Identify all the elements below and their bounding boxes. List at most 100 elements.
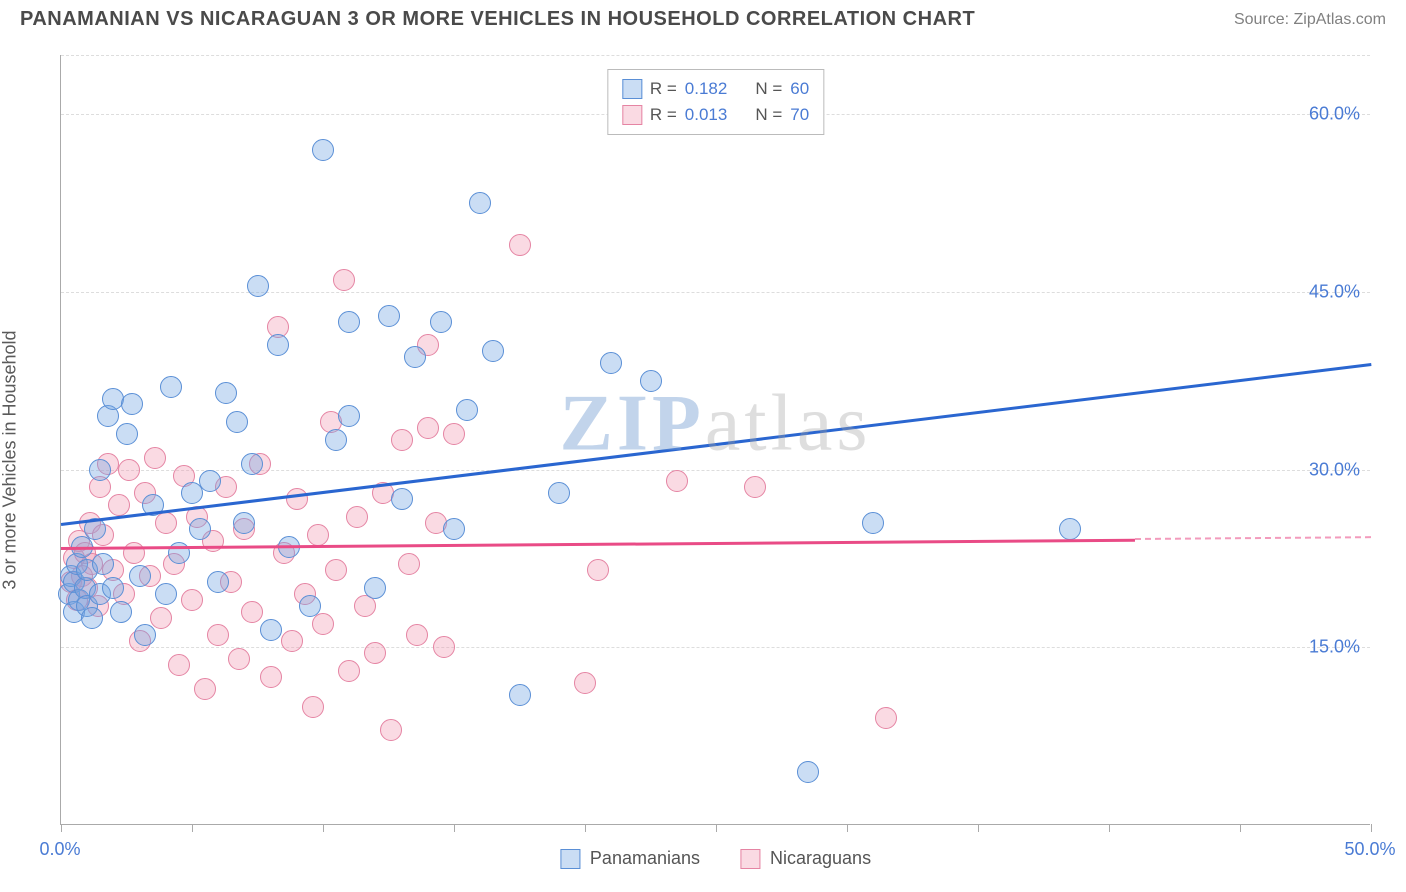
x-tick [585,824,586,832]
x-tick [1240,824,1241,832]
data-point-nicaraguans [155,512,177,534]
data-point-nicaraguans [302,696,324,718]
data-point-panamanians [92,553,114,575]
data-point-panamanians [241,453,263,475]
correlation-legend: R = 0.182 N = 60 R = 0.013 N = 70 [607,69,824,135]
trend-line-panamanians [61,363,1371,525]
data-point-nicaraguans [194,678,216,700]
data-point-panamanians [260,619,282,641]
data-point-nicaraguans [391,429,413,451]
y-tick-label: 45.0% [1309,281,1360,302]
data-point-panamanians [482,340,504,362]
y-axis-label: 3 or more Vehicles in Household [0,330,21,589]
legend-n-value: 60 [790,76,809,102]
legend-row: R = 0.013 N = 70 [622,102,809,128]
data-point-panamanians [134,624,156,646]
gridline [61,647,1370,648]
data-point-panamanians [199,470,221,492]
data-point-panamanians [299,595,321,617]
legend-row: R = 0.182 N = 60 [622,76,809,102]
data-point-panamanians [89,459,111,481]
legend-r-label: R = [650,102,677,128]
data-point-nicaraguans [123,542,145,564]
data-point-panamanians [189,518,211,540]
y-tick-label: 60.0% [1309,104,1360,125]
x-axis-labels: 0.0%50.0% [60,835,1370,865]
legend-r-value: 0.182 [685,76,728,102]
data-point-panamanians [378,305,400,327]
legend-n-label: N = [755,76,782,102]
x-tick [1109,824,1110,832]
data-point-panamanians [233,512,255,534]
legend-n-label: N = [755,102,782,128]
data-point-panamanians [443,518,465,540]
x-tick-label: 0.0% [39,839,80,860]
data-point-panamanians [404,346,426,368]
data-point-nicaraguans [108,494,130,516]
data-point-nicaraguans [338,660,360,682]
data-point-nicaraguans [260,666,282,688]
data-point-panamanians [226,411,248,433]
data-point-panamanians [600,352,622,374]
data-point-nicaraguans [181,589,203,611]
x-tick [716,824,717,832]
data-point-nicaraguans [150,607,172,629]
data-point-nicaraguans [312,613,334,635]
data-point-panamanians [129,565,151,587]
data-point-nicaraguans [433,636,455,658]
source-label: Source: ZipAtlas.com [1234,11,1386,29]
data-point-panamanians [312,139,334,161]
data-point-panamanians [160,376,182,398]
data-point-nicaraguans [281,630,303,652]
data-point-panamanians [102,577,124,599]
x-tick [978,824,979,832]
x-tick [323,824,324,832]
legend-n-value: 70 [790,102,809,128]
data-point-nicaraguans [346,506,368,528]
data-point-nicaraguans [228,648,250,670]
data-point-nicaraguans [406,624,428,646]
data-point-nicaraguans [574,672,596,694]
x-tick [192,824,193,832]
data-point-panamanians [797,761,819,783]
legend-r-label: R = [650,76,677,102]
data-point-nicaraguans [307,524,329,546]
data-point-nicaraguans [666,470,688,492]
data-point-panamanians [509,684,531,706]
data-point-panamanians [207,571,229,593]
plot-area: ZIPatlas R =0.182N =60R =0.013N =70 Pana… [60,55,1370,825]
data-point-panamanians [1059,518,1081,540]
x-tick [61,824,62,832]
chart-container: 3 or more Vehicles in Household ZIPatlas… [20,45,1386,875]
data-point-nicaraguans [286,488,308,510]
legend-r-value: 0.013 [685,102,728,128]
x-tick [847,824,848,832]
data-point-panamanians [116,423,138,445]
data-point-panamanians [338,405,360,427]
data-point-panamanians [391,488,413,510]
data-point-nicaraguans [333,269,355,291]
data-point-panamanians [267,334,289,356]
x-tick [454,824,455,832]
data-point-nicaraguans [875,707,897,729]
data-point-nicaraguans [417,417,439,439]
data-point-panamanians [640,370,662,392]
data-point-panamanians [430,311,452,333]
x-tick [1371,824,1372,832]
data-point-nicaraguans [241,601,263,623]
data-point-nicaraguans [443,423,465,445]
data-point-panamanians [325,429,347,451]
data-point-nicaraguans [144,447,166,469]
data-point-panamanians [456,399,478,421]
y-tick-label: 30.0% [1309,459,1360,480]
data-point-nicaraguans [509,234,531,256]
x-tick-label: 50.0% [1344,839,1395,860]
data-point-nicaraguans [744,476,766,498]
data-point-panamanians [548,482,570,504]
data-point-nicaraguans [364,642,386,664]
data-point-nicaraguans [380,719,402,741]
header-bar: PANAMANIAN VS NICARAGUAN 3 OR MORE VEHIC… [0,0,1406,35]
data-point-panamanians [247,275,269,297]
data-point-panamanians [155,583,177,605]
legend-swatch [622,79,642,99]
